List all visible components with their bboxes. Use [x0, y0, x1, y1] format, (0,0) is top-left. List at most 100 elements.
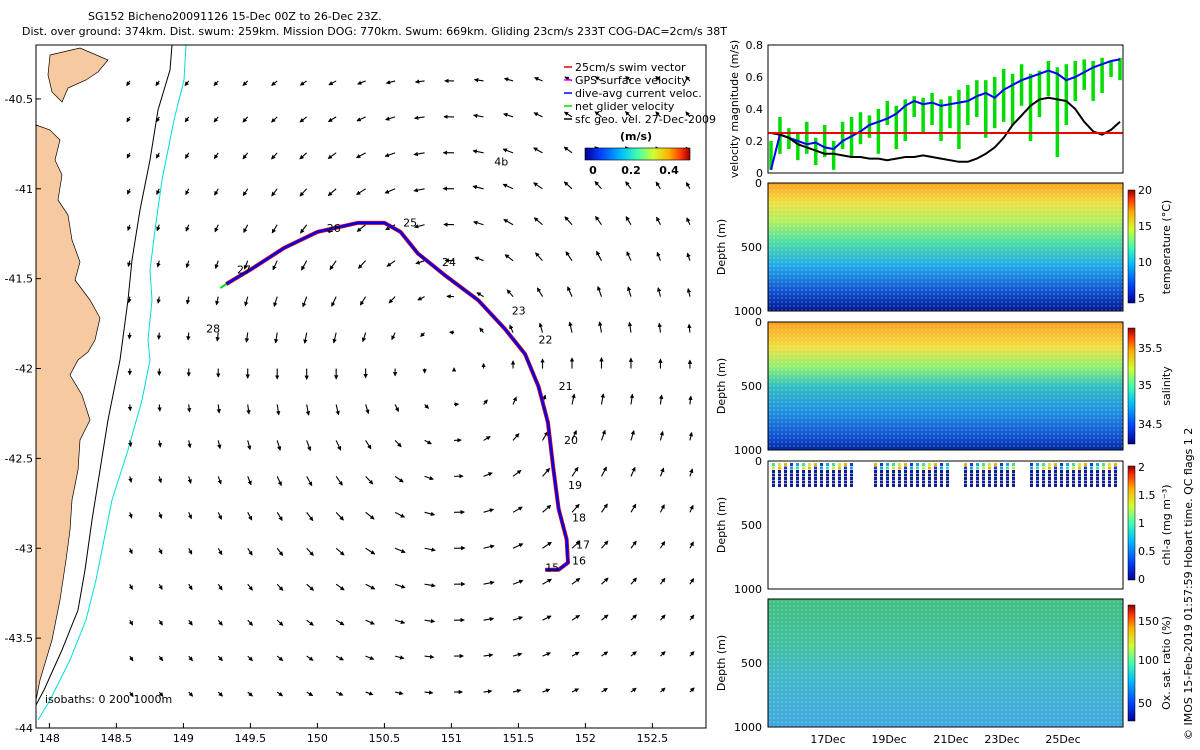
geo-vector-arrow — [335, 655, 344, 661]
geo-vector-arrow — [213, 80, 219, 87]
geo-vector-arrow — [657, 322, 662, 333]
geo-vector-arrow — [242, 80, 249, 86]
geo-vector-arrow — [594, 111, 602, 118]
chl-sample — [874, 466, 877, 470]
track-day-labels: 15 16 17 18 19 20 21 22 23 24 25 26 27 28 4b — [206, 155, 590, 574]
geo-vector-arrow — [328, 80, 337, 86]
geo-vector-arrow — [601, 687, 608, 693]
chl-sample — [1048, 466, 1051, 470]
chl-sample — [946, 477, 949, 480]
chl-sample — [802, 473, 805, 477]
date-tick-4: 25Dec — [1045, 733, 1080, 746]
geo-vector-arrow — [127, 332, 132, 340]
chl-ylabel: Depth (m) — [715, 497, 728, 553]
chl-sample — [982, 470, 985, 473]
geo-vector-arrow — [158, 548, 163, 555]
chl-sample — [976, 477, 979, 480]
chl-sample — [1012, 473, 1015, 477]
chl-sample — [838, 480, 841, 484]
chl-sample — [964, 480, 967, 484]
geo-vector-arrow — [185, 224, 190, 232]
chl-sample — [1012, 477, 1015, 480]
chl-sample — [850, 477, 853, 480]
chl-sample — [874, 480, 877, 484]
chl-sample — [1042, 480, 1045, 484]
geo-vector-arrow — [365, 691, 374, 696]
chl-sample — [910, 470, 913, 473]
chl-sample — [964, 477, 967, 480]
geo-vector-arrow — [335, 511, 344, 521]
chl-sample — [1114, 477, 1117, 480]
chl-sample — [802, 470, 805, 473]
chl-sample — [772, 470, 775, 473]
chl-sample — [928, 484, 931, 487]
track-day-label: 17 — [576, 538, 590, 551]
geo-vector-arrow — [188, 619, 193, 626]
chl-sample — [982, 473, 985, 477]
chl-sample — [1060, 484, 1063, 487]
chl-sample — [1030, 466, 1033, 470]
date-tick-1: 19Dec — [871, 733, 906, 746]
geo-vector-arrow — [394, 547, 406, 554]
geo-vector-arrow — [542, 652, 552, 657]
chl-sample — [826, 463, 829, 466]
geo-vector-arrow — [127, 260, 132, 268]
chl-sample — [1006, 470, 1009, 473]
geo-vector-arrow — [214, 188, 219, 196]
geo-vector-arrow — [474, 256, 484, 262]
geo-vector-arrow — [335, 691, 344, 696]
geo-vector-arrow — [571, 429, 577, 441]
geo-vector-arrow — [217, 655, 223, 662]
geo-vector-arrow — [128, 440, 133, 448]
geo-vector-arrow — [600, 429, 606, 441]
geo-vector-arrow — [534, 77, 543, 82]
geo-vector-arrow — [299, 152, 308, 160]
geo-vector-arrow — [594, 181, 602, 190]
map-ytick-label: -44 — [15, 722, 33, 735]
geo-vector-arrow — [564, 216, 573, 226]
salinity-frame — [767, 321, 1124, 451]
track-day-label: 25 — [403, 217, 417, 230]
geo-vector-arrow — [187, 476, 192, 484]
geo-vector-arrow — [687, 323, 692, 333]
geo-vector-arrow — [187, 440, 192, 449]
chl-sample — [832, 484, 835, 487]
chl-sample — [922, 473, 925, 477]
chl-sample — [916, 484, 919, 487]
chl-sample — [964, 473, 967, 477]
chl-sample — [796, 484, 799, 487]
date-tick-3: 23Dec — [984, 733, 1019, 746]
geo-vector-arrow — [601, 503, 608, 513]
geo-vector-arrow — [335, 476, 343, 486]
chl-sample — [898, 463, 901, 466]
chl-sample — [1114, 473, 1117, 477]
chl-sample — [940, 480, 943, 484]
chl-sample — [808, 466, 811, 470]
geo-velocity-line — [770, 96, 1121, 163]
chl-sample — [796, 463, 799, 466]
geo-vector-arrow — [594, 76, 602, 82]
geo-vector-arrow — [185, 188, 190, 196]
chl-sample — [826, 484, 829, 487]
figure-subtitle: Dist. over ground: 374km. Dist. swum: 25… — [22, 25, 727, 38]
geo-vector-arrow — [533, 217, 543, 226]
chl-sample — [886, 466, 889, 470]
temp-cblabel: temperature (°C) — [1160, 200, 1173, 294]
geo-vector-arrow — [689, 614, 695, 621]
chl-sample — [892, 473, 895, 477]
chl-sample — [850, 484, 853, 487]
ox-cbtick-1: 100 — [1138, 654, 1159, 667]
geo-vector-arrow — [271, 188, 278, 197]
geo-vector-arrow — [356, 116, 366, 122]
chl-sample — [994, 480, 997, 484]
map-xtick-label: 150 — [307, 732, 328, 745]
chl-sample — [1066, 473, 1069, 477]
velocity-panel: 0 0.2 0.4 0.6 0.8 velocity magnitude (m/s) — [728, 39, 1124, 180]
geo-vector-arrow — [542, 467, 550, 477]
chl-sample — [820, 484, 823, 487]
chl-sample — [1072, 466, 1075, 470]
geo-vector-arrow — [483, 616, 495, 622]
geo-vector-arrow — [156, 224, 161, 232]
geo-vector-arrow — [156, 260, 161, 268]
geo-vector-arrow — [685, 75, 691, 82]
